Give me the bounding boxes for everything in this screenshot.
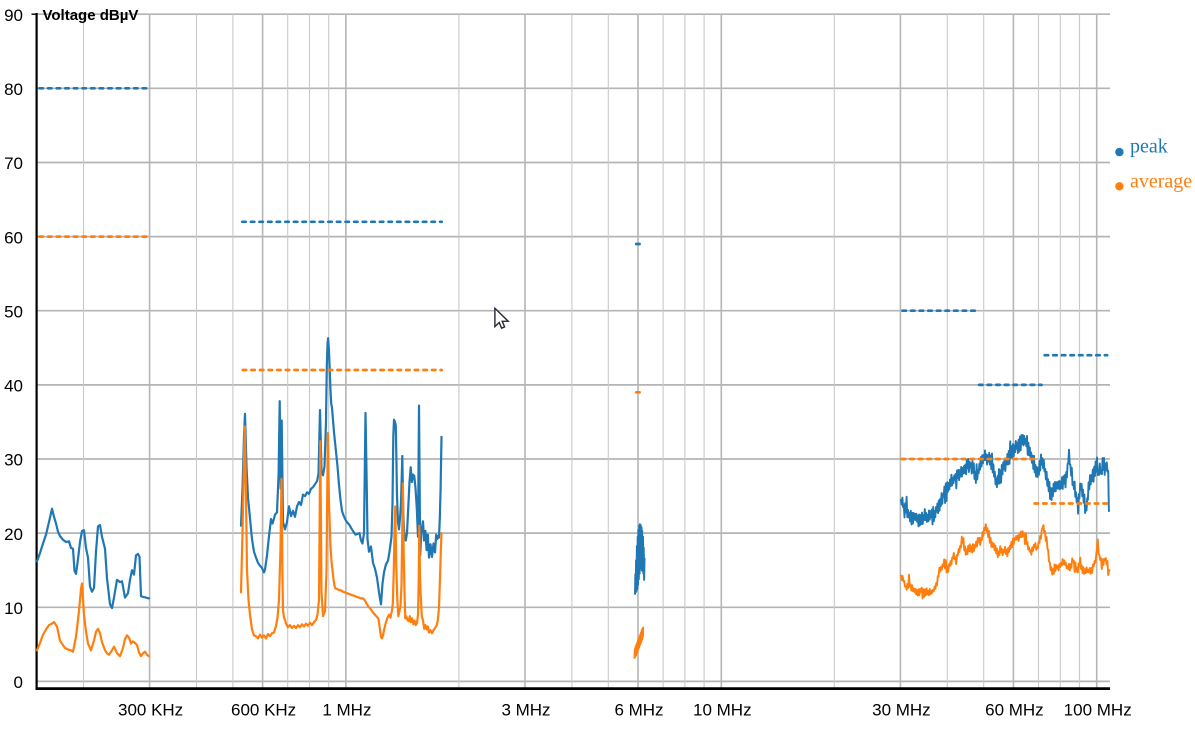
svg-text:average: average — [1130, 170, 1192, 192]
svg-text:70: 70 — [4, 154, 23, 173]
svg-text:60 MHz: 60 MHz — [985, 701, 1044, 720]
svg-text:40: 40 — [4, 377, 23, 396]
svg-text:Voltage dBµV: Voltage dBµV — [43, 7, 139, 24]
svg-text:60: 60 — [4, 228, 23, 247]
svg-text:peak: peak — [1130, 135, 1168, 157]
svg-text:20: 20 — [4, 525, 23, 544]
svg-text:30: 30 — [4, 451, 23, 470]
svg-text:100 MHz: 100 MHz — [1064, 701, 1132, 720]
svg-text:80: 80 — [4, 80, 23, 99]
svg-text:90: 90 — [4, 6, 23, 25]
svg-text:600 KHz: 600 KHz — [231, 701, 296, 720]
svg-text:30 MHz: 30 MHz — [872, 701, 931, 720]
svg-text:50: 50 — [4, 302, 23, 321]
svg-text:300 KHz: 300 KHz — [118, 701, 183, 720]
svg-text:0: 0 — [14, 673, 23, 692]
svg-text:6 MHz: 6 MHz — [614, 701, 663, 720]
svg-text:10: 10 — [4, 599, 23, 618]
svg-text:3 MHz: 3 MHz — [501, 701, 550, 720]
svg-text:1 MHz: 1 MHz — [322, 701, 371, 720]
svg-text:10 MHz: 10 MHz — [693, 701, 752, 720]
